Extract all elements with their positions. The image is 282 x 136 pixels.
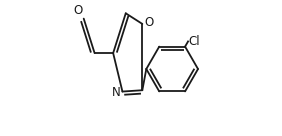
Text: O: O (74, 4, 83, 17)
Text: Cl: Cl (189, 35, 201, 48)
Text: N: N (112, 86, 120, 99)
Text: O: O (144, 16, 154, 29)
